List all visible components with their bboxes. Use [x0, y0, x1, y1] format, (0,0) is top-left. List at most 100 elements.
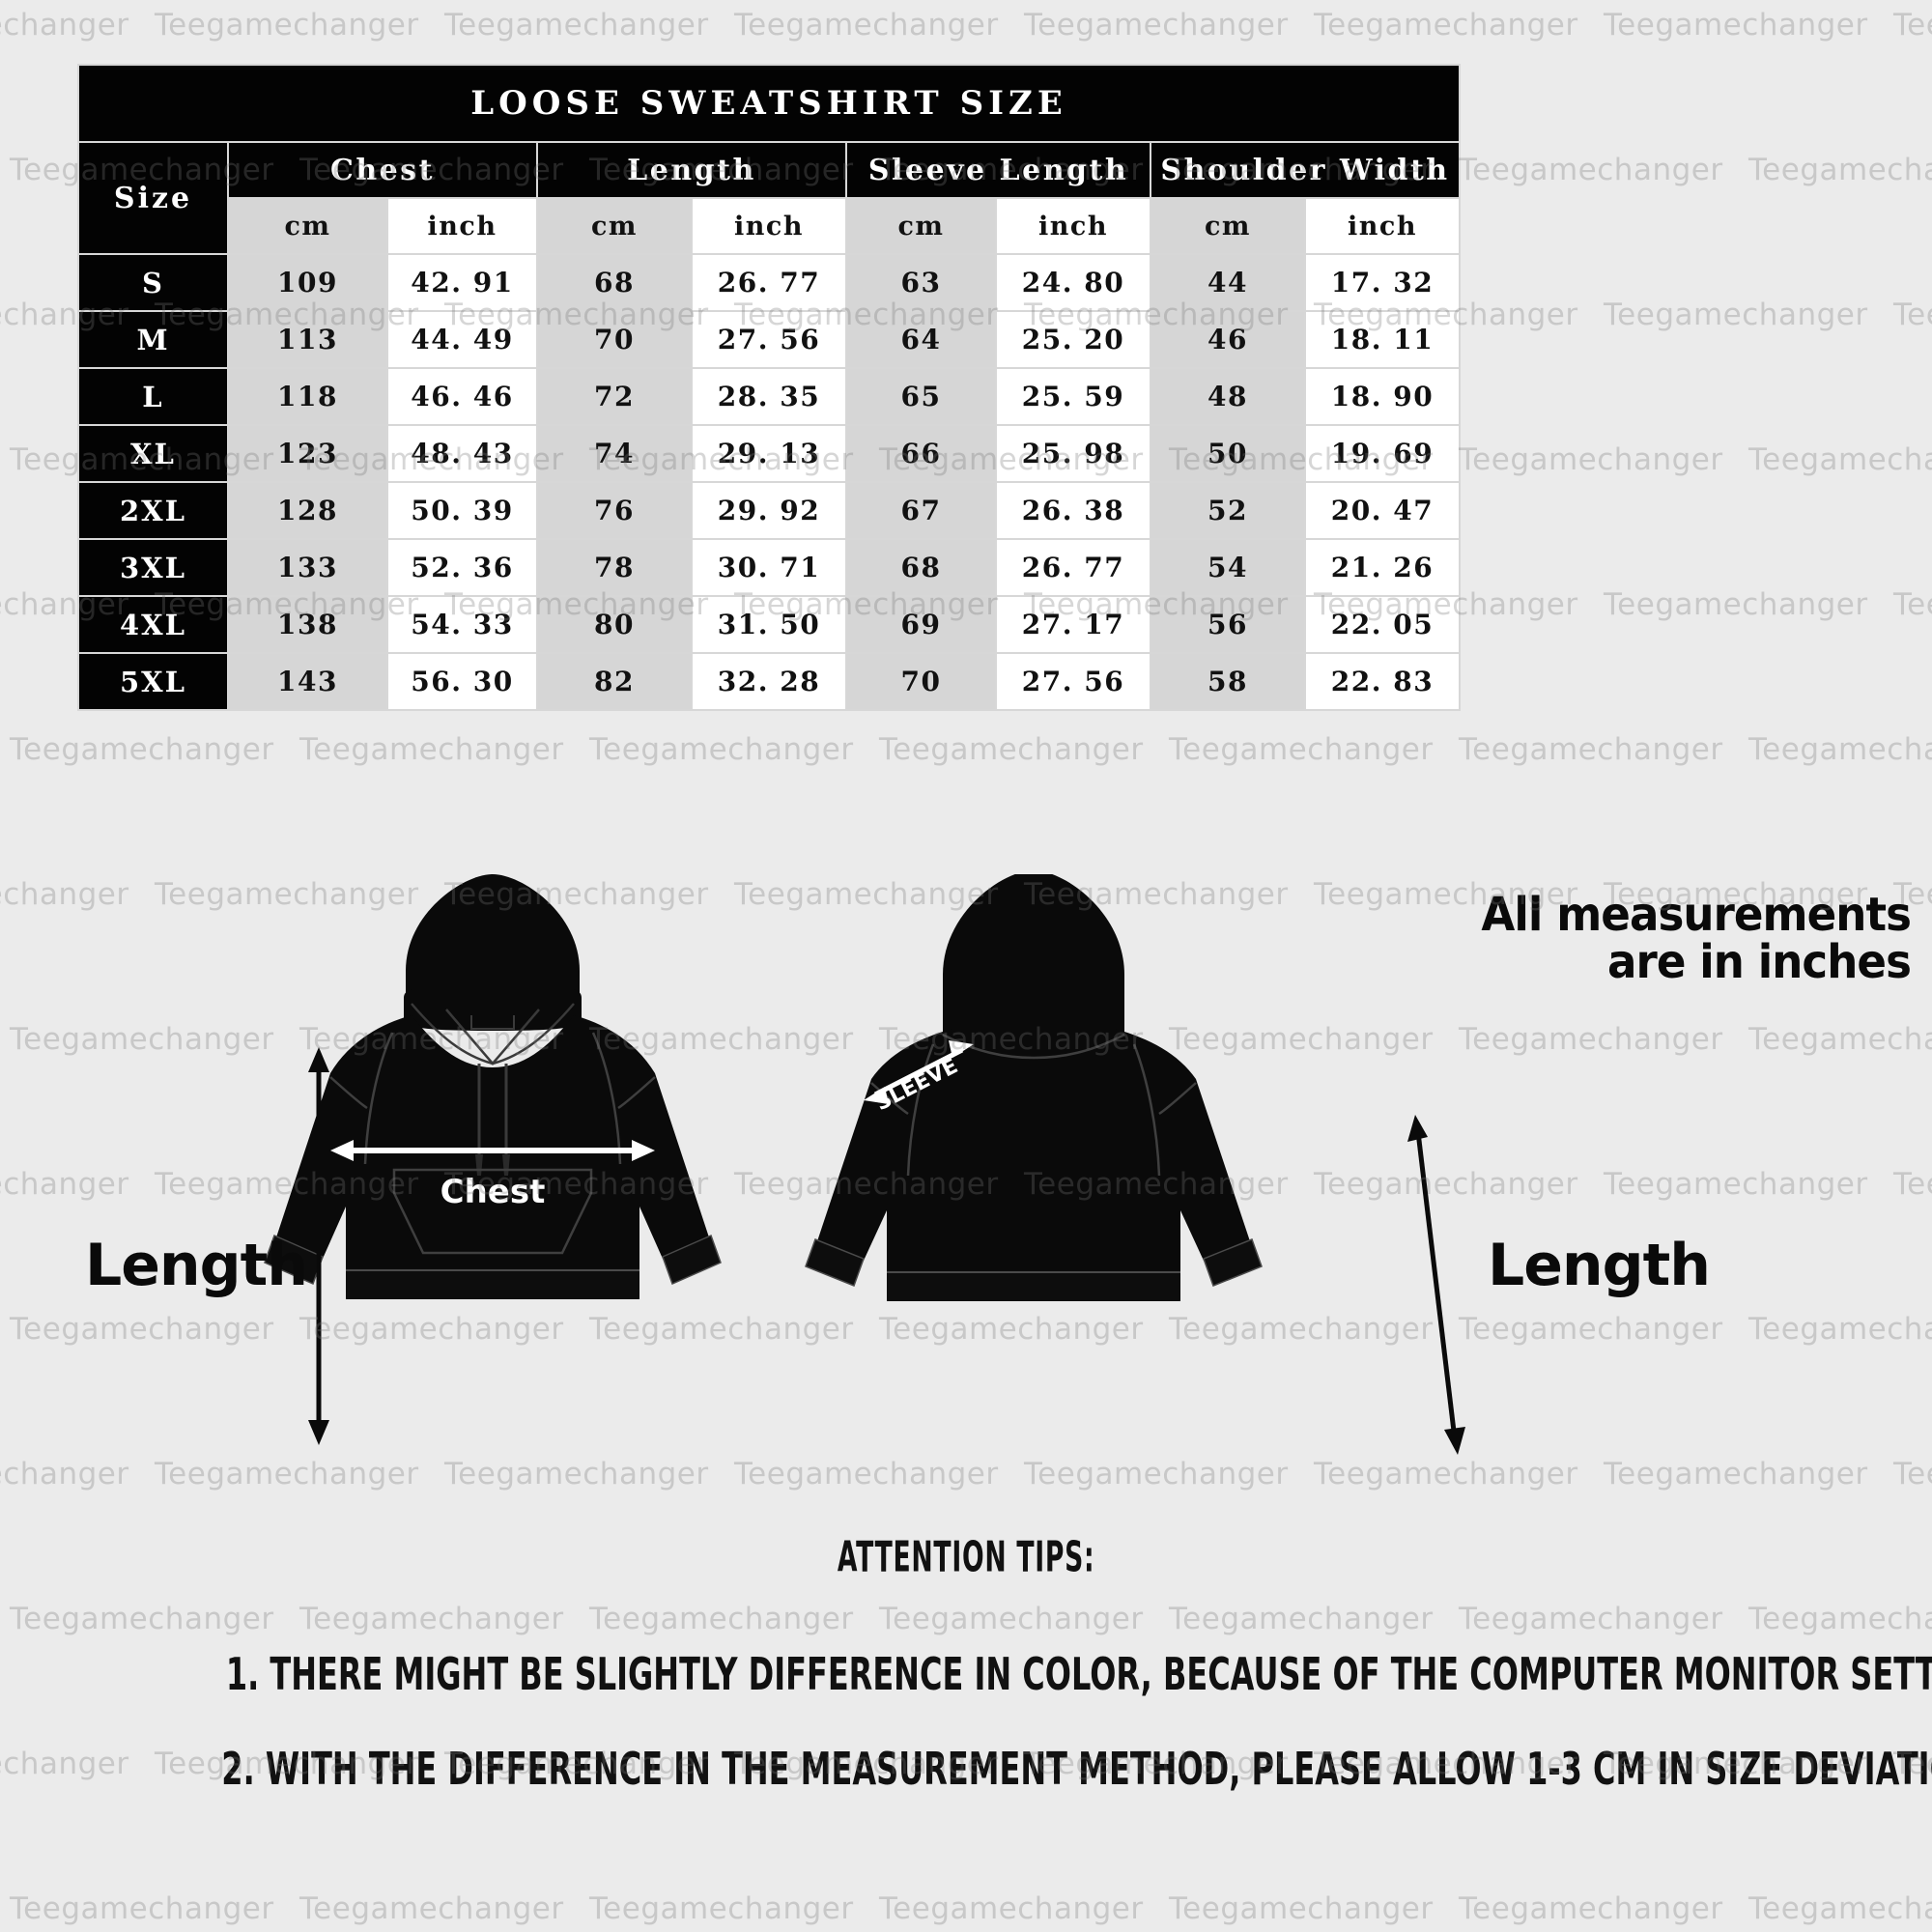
cell-length-inch: 30. 71	[691, 538, 847, 597]
cell-chest-inch: 46. 46	[386, 367, 538, 426]
group-header-length: Length	[536, 141, 847, 199]
all-measurements-note-line2: are in inches	[1606, 934, 1912, 989]
cell-length-cm: 76	[536, 481, 693, 540]
cell-sleeve-cm: 68	[845, 538, 997, 597]
cell-shoulder-inch: 17. 32	[1303, 253, 1462, 312]
cell-length-inch: 28. 35	[691, 367, 847, 426]
table-row: 3XL 133 52. 36 78 30. 71 68 26. 77 54 21…	[77, 538, 1462, 597]
attention-tips-section: ATTENTION TIPS: 1. THERE MIGHT BE SLIGHT…	[0, 1532, 1932, 1795]
table-row: M 113 44. 49 70 27. 56 64 25. 20 46 18. …	[77, 310, 1462, 369]
cell-sleeve-cm: 63	[845, 253, 997, 312]
cell-shoulder-inch: 18. 11	[1303, 310, 1462, 369]
chest-measure-arrow	[330, 1140, 655, 1161]
unit-header-row: cm inch cm inch cm inch cm inch	[78, 197, 1462, 255]
cell-length-inch: 26. 77	[691, 253, 847, 312]
unit-header-length-inch: inch	[691, 197, 847, 255]
cell-chest-inch: 44. 49	[386, 310, 538, 369]
hoodie-back-body	[805, 874, 1263, 1301]
cell-sleeve-cm: 64	[845, 310, 997, 369]
cell-length-inch: 31. 50	[691, 595, 847, 654]
cell-length-inch: 29. 13	[691, 424, 847, 483]
group-header-shoulder-width: Shoulder Width	[1149, 141, 1462, 199]
cell-chest-cm: 113	[227, 310, 388, 369]
cell-length-cm: 68	[536, 253, 693, 312]
cell-length-inch: 29. 92	[691, 481, 847, 540]
cell-chest-inch: 42. 91	[386, 253, 538, 312]
table-row: 2XL 128 50. 39 76 29. 92 67 26. 38 52 20…	[77, 481, 1462, 540]
cell-shoulder-inch: 18. 90	[1303, 367, 1462, 426]
cell-sleeve-inch: 25. 59	[995, 367, 1151, 426]
size-table: LOOSE SWEATSHIRT SIZE Size Chest Length …	[76, 64, 1462, 711]
cell-chest-inch: 50. 39	[386, 481, 538, 540]
cell-sleeve-inch: 24. 80	[995, 253, 1151, 312]
cell-shoulder-cm: 54	[1150, 538, 1306, 597]
row-size-label: 2XL	[77, 481, 229, 540]
cell-sleeve-cm: 69	[845, 595, 997, 654]
table-row: XL 123 48. 43 74 29. 13 66 25. 98 50 19.…	[77, 424, 1462, 483]
cell-length-cm: 72	[536, 367, 693, 426]
unit-header-shoulder-cm: cm	[1150, 197, 1306, 255]
cell-shoulder-inch: 20. 47	[1303, 481, 1462, 540]
cell-length-cm: 78	[536, 538, 693, 597]
cell-chest-cm: 123	[227, 424, 388, 483]
attention-tips-title: ATTENTION TIPS:	[837, 1532, 1095, 1581]
attention-tip-2: 2. WITH THE DIFFERENCE IN THE MEASUREMEN…	[221, 1744, 1932, 1796]
cell-shoulder-cm: 44	[1150, 253, 1306, 312]
cell-length-cm: 74	[536, 424, 693, 483]
length-label-right: Length	[1488, 1232, 1711, 1299]
length-label-left: Length	[85, 1232, 308, 1299]
cell-length-inch: 32. 28	[691, 652, 847, 711]
cell-chest-inch: 52. 36	[386, 538, 538, 597]
all-measurements-note-line1: All measurements	[1481, 888, 1912, 942]
cell-shoulder-inch: 19. 69	[1303, 424, 1462, 483]
group-header-row: Size Chest Length Sleeve Length Shoulder…	[77, 141, 1462, 255]
cell-sleeve-cm: 67	[845, 481, 997, 540]
row-size-label: 3XL	[77, 538, 229, 597]
cell-sleeve-inch: 26. 38	[995, 481, 1151, 540]
cell-shoulder-inch: 21. 26	[1303, 538, 1462, 597]
cell-sleeve-cm: 65	[845, 367, 997, 426]
size-chart-table: LOOSE SWEATSHIRT SIZE Size Chest Length …	[76, 64, 1462, 711]
row-size-label: 4XL	[77, 595, 229, 654]
group-header-sleeve-length: Sleeve Length	[845, 141, 1151, 199]
cell-shoulder-inch: 22. 83	[1303, 652, 1462, 711]
all-measurements-note: All measurements are in inches	[1438, 888, 1912, 989]
cell-sleeve-cm: 70	[845, 652, 997, 711]
cell-length-cm: 70	[536, 310, 693, 369]
table-row: 5XL 143 56. 30 82 32. 28 70 27. 56 58 22…	[77, 652, 1462, 711]
cell-length-inch: 27. 56	[691, 310, 847, 369]
table-row: S 109 42. 91 68 26. 77 63 24. 80 44 17. …	[77, 253, 1462, 312]
cell-chest-inch: 56. 30	[386, 652, 538, 711]
hoodie-front-illustration: Chest	[264, 874, 722, 1299]
table-title: LOOSE SWEATSHIRT SIZE	[76, 64, 1462, 143]
row-size-label: L	[77, 367, 229, 426]
cell-sleeve-inch: 27. 17	[995, 595, 1151, 654]
row-size-label: S	[77, 253, 229, 312]
group-header-chest: Chest	[227, 141, 538, 199]
cell-chest-cm: 133	[227, 538, 388, 597]
cell-shoulder-cm: 52	[1150, 481, 1306, 540]
cell-sleeve-inch: 25. 98	[995, 424, 1151, 483]
cell-shoulder-cm: 56	[1150, 595, 1306, 654]
cell-chest-cm: 143	[227, 652, 388, 711]
size-column-header: Size	[77, 141, 229, 255]
row-size-label: M	[77, 310, 229, 369]
hoodie-front-body	[264, 874, 722, 1299]
unit-header-shoulder-inch: inch	[1303, 197, 1462, 255]
cell-shoulder-inch: 22. 05	[1303, 595, 1462, 654]
cell-length-cm: 82	[536, 652, 693, 711]
table-row: 4XL 138 54. 33 80 31. 50 69 27. 17 56 22…	[77, 595, 1462, 654]
cell-shoulder-cm: 48	[1150, 367, 1306, 426]
unit-header-chest-inch: inch	[386, 197, 538, 255]
cell-sleeve-cm: 66	[845, 424, 997, 483]
table-row: L 118 46. 46 72 28. 35 65 25. 59 48 18. …	[77, 367, 1462, 426]
table-title-row: LOOSE SWEATSHIRT SIZE	[76, 64, 1462, 143]
cell-chest-cm: 109	[227, 253, 388, 312]
cell-sleeve-inch: 27. 56	[995, 652, 1151, 711]
unit-header-chest-cm: cm	[227, 197, 388, 255]
length-measure-arrow-right	[1407, 1115, 1465, 1455]
cell-chest-inch: 48. 43	[386, 424, 538, 483]
cell-chest-cm: 138	[227, 595, 388, 654]
cell-sleeve-inch: 26. 77	[995, 538, 1151, 597]
length-measure-arrow-left	[308, 1047, 329, 1445]
